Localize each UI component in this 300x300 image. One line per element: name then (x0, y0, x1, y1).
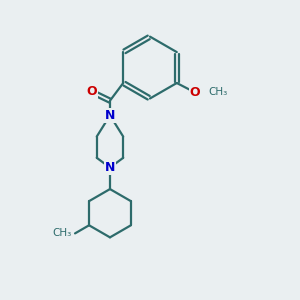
Text: CH₃: CH₃ (52, 228, 71, 239)
Text: N: N (105, 161, 115, 174)
Text: N: N (105, 109, 115, 122)
Text: O: O (190, 86, 200, 99)
Text: CH₃: CH₃ (208, 87, 227, 98)
Text: O: O (86, 85, 97, 98)
